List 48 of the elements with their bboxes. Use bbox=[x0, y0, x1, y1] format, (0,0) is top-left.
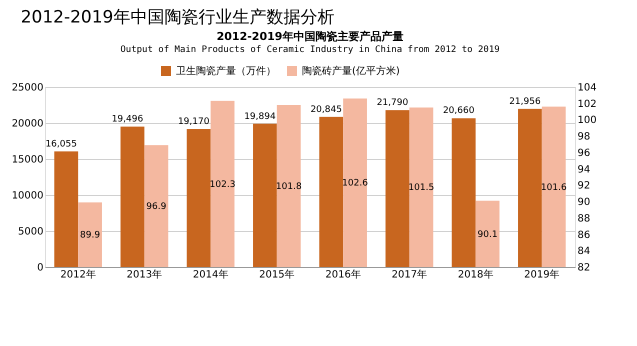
x-tick-label: 2012年 bbox=[60, 268, 96, 280]
y2-tick-label: 96 bbox=[578, 148, 590, 159]
data-label: 20,845 bbox=[310, 104, 342, 115]
y-tick-label: 5000 bbox=[18, 226, 44, 238]
y2-tick-label: 88 bbox=[578, 213, 590, 224]
data-label: 96.9 bbox=[146, 202, 167, 212]
chart-title: 2012-2019年中国陶瓷行业生产数据分析 bbox=[20, 8, 334, 28]
x-tick-label: 2018年 bbox=[458, 268, 494, 280]
data-label: 102.3 bbox=[210, 180, 236, 190]
data-label: 19,170 bbox=[178, 116, 210, 127]
x-tick-label: 2016年 bbox=[325, 268, 361, 280]
data-label: 101.6 bbox=[540, 182, 567, 193]
data-label: 21,956 bbox=[509, 96, 541, 107]
data-label: 101.5 bbox=[408, 183, 434, 194]
legend-label: 卫生陶瓷产量（万件） bbox=[176, 65, 276, 77]
y2-tick-label: 98 bbox=[578, 132, 590, 143]
y-tick-label: 25000 bbox=[12, 82, 44, 94]
data-label: 21,790 bbox=[376, 98, 408, 108]
data-label: 16,055 bbox=[45, 139, 77, 150]
chart-subtitle: 2012-2019年中国陶瓷主要产品产量 bbox=[216, 30, 404, 43]
data-label: 101.8 bbox=[276, 182, 302, 192]
y2-tick-label: 90 bbox=[578, 197, 590, 208]
y2-tick-label: 82 bbox=[578, 262, 590, 274]
text: Output of Main Products of Ceramic Industry in China from 2012 to 2019 bbox=[120, 45, 500, 55]
data-label: 19,894 bbox=[244, 112, 276, 122]
bar bbox=[452, 118, 476, 267]
y2-tick-label: 84 bbox=[578, 246, 590, 258]
y-tick-label: 15000 bbox=[12, 154, 44, 166]
y2-tick-label: 92 bbox=[578, 180, 590, 192]
x-tick-label: 2014年 bbox=[192, 268, 228, 280]
data-label: 19,496 bbox=[112, 114, 144, 125]
x-tick-label: 2015年 bbox=[259, 268, 295, 280]
y-tick-label: 10000 bbox=[12, 190, 44, 202]
x-tick-label: 2019年 bbox=[524, 268, 560, 280]
y2-tick-label: 86 bbox=[578, 230, 590, 241]
y2-tick-label: 102 bbox=[578, 98, 597, 110]
data-label: 90.1 bbox=[478, 230, 498, 240]
y-tick-label: 0 bbox=[37, 262, 44, 274]
y2-tick-label: 100 bbox=[578, 115, 597, 126]
data-label: 102.6 bbox=[342, 178, 368, 189]
x-tick-label: 2013年 bbox=[126, 268, 162, 280]
y-tick-label: 20000 bbox=[12, 118, 44, 130]
y2-tick-label: 104 bbox=[578, 82, 597, 94]
data-label: 89.9 bbox=[80, 230, 100, 241]
data-label: 20,660 bbox=[442, 106, 475, 116]
x-tick-label: 2017年 bbox=[392, 268, 428, 280]
y2-tick-label: 94 bbox=[578, 164, 590, 176]
legend-label: 陶瓷砖产量(亿平方米) bbox=[302, 65, 400, 77]
